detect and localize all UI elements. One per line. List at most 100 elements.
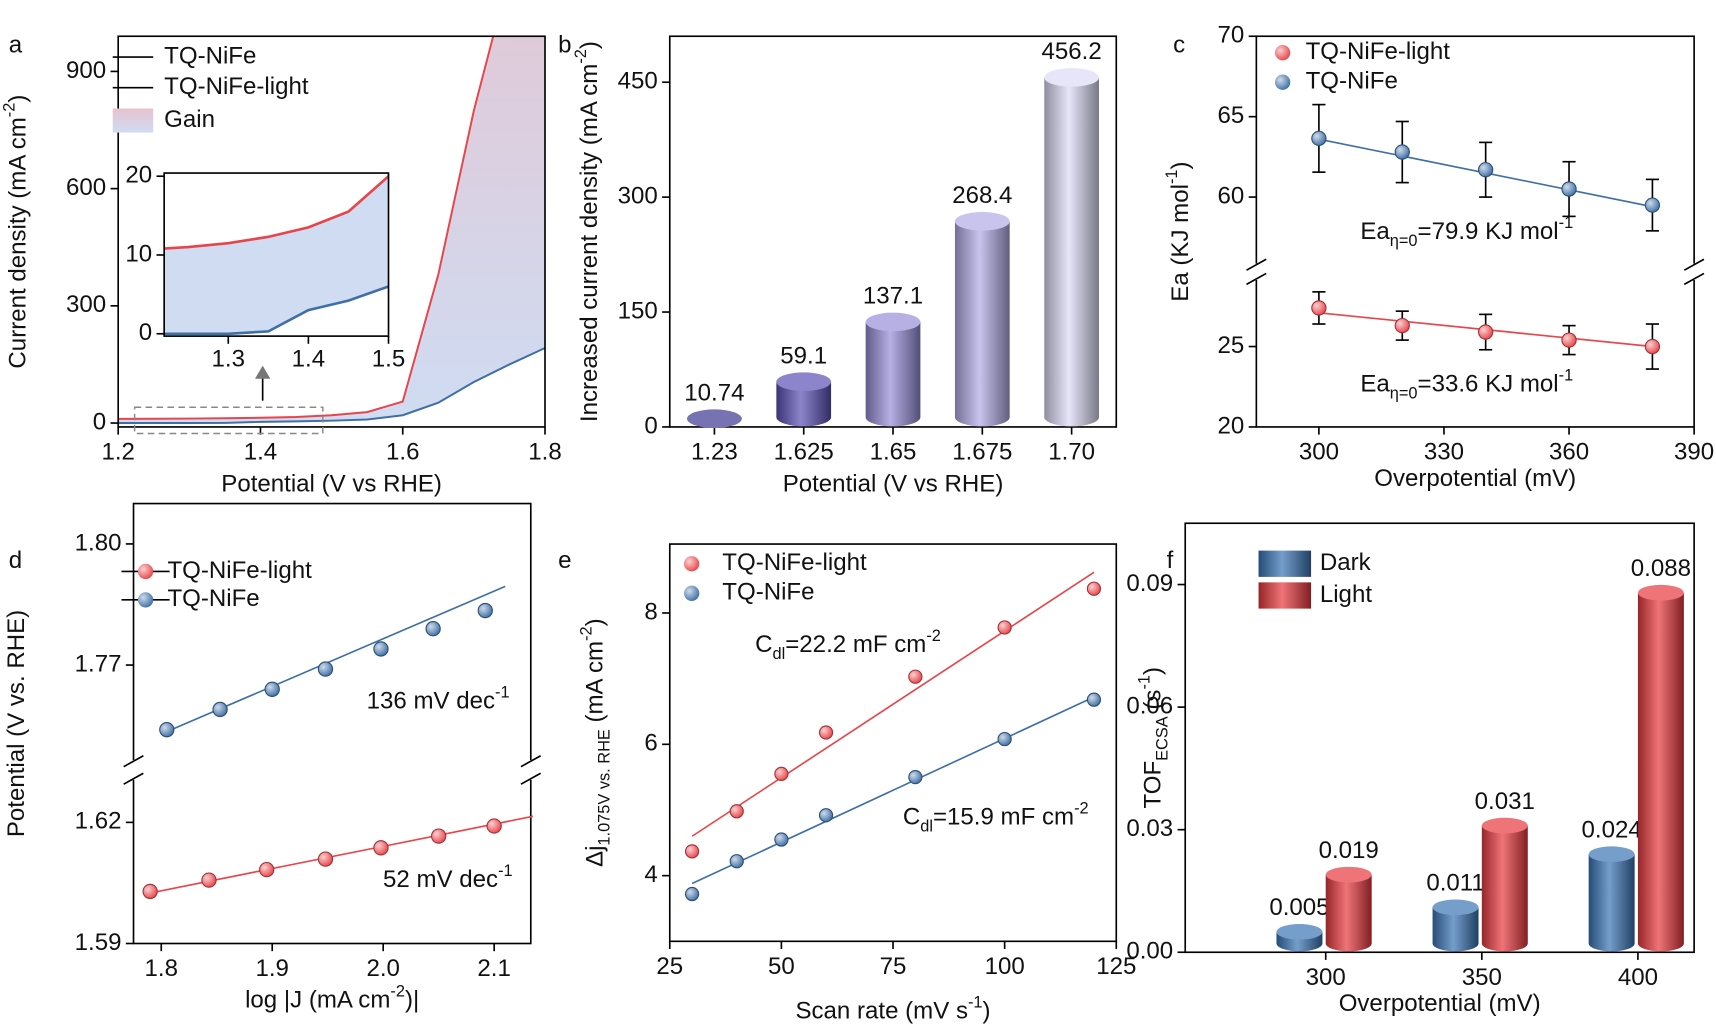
annotation: Cdl=15.9 mF cm-2 bbox=[903, 800, 1089, 836]
y-tick-label: 0.00 bbox=[1126, 938, 1173, 965]
value-label: 0.031 bbox=[1475, 788, 1535, 815]
legend-label: TQ-NiFe-light bbox=[164, 73, 309, 100]
data-point bbox=[1311, 130, 1327, 147]
y-axis-label-part: -1 bbox=[1136, 675, 1154, 690]
annotation-part: =15.9 mF cm bbox=[933, 804, 1074, 831]
bar-top bbox=[1432, 899, 1479, 916]
x-tick-label: 75 bbox=[880, 953, 907, 980]
y-tick-label: 65 bbox=[1218, 102, 1245, 129]
y-tick-label: 8 bbox=[644, 598, 657, 625]
x-tick-label: 25 bbox=[656, 953, 683, 980]
x-axis-label: Overpotential (mV) bbox=[1339, 990, 1541, 1017]
bar-top bbox=[1325, 866, 1372, 883]
annotation-part: 52 mV dec bbox=[383, 866, 498, 893]
series-line bbox=[164, 173, 389, 250]
y-axis-label-part: -2 bbox=[578, 626, 596, 641]
annotation: Eaη=0=33.6 KJ mol-1 bbox=[1360, 367, 1573, 403]
annotation: 52 mV dec-1 bbox=[383, 862, 513, 893]
y-axis-label-part: (s bbox=[1140, 690, 1167, 717]
bar bbox=[954, 221, 1010, 427]
data-point bbox=[431, 828, 447, 844]
plot-frame bbox=[132, 502, 532, 945]
bar-top bbox=[1588, 846, 1635, 863]
x-tick-label: 2.1 bbox=[477, 955, 510, 982]
annotation-part: -1 bbox=[1559, 215, 1574, 233]
data-point bbox=[908, 770, 923, 785]
value-label: 0.088 bbox=[1631, 555, 1691, 582]
y-axis-label-part: ) bbox=[1140, 667, 1167, 675]
bar bbox=[1325, 874, 1372, 952]
y-axis-label: Ea (KJ mol-1) bbox=[1163, 161, 1194, 301]
axis-break-gap bbox=[1251, 263, 1261, 281]
x-axis-label-part: log |J (mA cm bbox=[245, 987, 390, 1014]
value-label: 137.1 bbox=[863, 283, 923, 310]
value-label: 268.4 bbox=[952, 182, 1012, 209]
x-axis-label-part: Scan rate (mV s bbox=[795, 998, 968, 1025]
annotation-part: -1 bbox=[495, 684, 510, 702]
bar bbox=[865, 321, 921, 427]
data-point bbox=[1311, 300, 1327, 316]
y-axis-label-part: ECSA bbox=[1154, 716, 1172, 761]
data-point bbox=[486, 818, 502, 834]
annotation-part: -2 bbox=[1074, 800, 1089, 818]
x-tick-label: 1.3 bbox=[212, 346, 245, 373]
y-axis-label-part: Current density (mA cm bbox=[5, 117, 32, 368]
y-tick-label: 60 bbox=[1218, 182, 1245, 209]
y-tick-label: 0 bbox=[139, 319, 152, 346]
y-tick-label: 4 bbox=[644, 861, 657, 888]
legend-label: Dark bbox=[1320, 549, 1372, 576]
axis-break-mark bbox=[1246, 272, 1267, 286]
y-axis-label-part: Increased current density (mA cm bbox=[576, 64, 603, 422]
x-axis-label: Overpotential (mV) bbox=[1374, 465, 1576, 492]
annotation: 136 mV dec-1 bbox=[367, 684, 510, 715]
y-tick-label: 300 bbox=[66, 291, 106, 318]
value-label: 0.024 bbox=[1582, 816, 1642, 843]
data-point bbox=[818, 808, 834, 823]
data-point bbox=[1477, 324, 1494, 340]
x-tick-label: 100 bbox=[985, 953, 1025, 980]
value-label: 0.019 bbox=[1319, 837, 1379, 864]
x-tick-label: 1.9 bbox=[255, 955, 288, 982]
annotation-part: η=0 bbox=[1390, 233, 1418, 251]
y-tick-label: 1.62 bbox=[75, 808, 122, 835]
series-line bbox=[118, 36, 495, 420]
annotation-part: Ea bbox=[1360, 219, 1390, 246]
axis-break-mark bbox=[1246, 258, 1267, 271]
y-axis-label: Potential (V vs. RHE) bbox=[3, 610, 30, 837]
axis-break-mark bbox=[1683, 272, 1705, 286]
y-axis-label-part: ) bbox=[582, 618, 609, 626]
y-tick-label: 900 bbox=[66, 57, 106, 84]
annotation-part: dl bbox=[920, 818, 933, 836]
y-tick-label: 0 bbox=[93, 408, 106, 435]
axis-break-gap bbox=[1689, 263, 1699, 281]
annotation-part: -1 bbox=[1559, 367, 1574, 385]
legend-marker bbox=[137, 563, 154, 580]
x-tick-label: 360 bbox=[1549, 439, 1589, 466]
legend-swatch bbox=[112, 108, 154, 133]
data-point bbox=[142, 883, 158, 900]
x-tick-label: 300 bbox=[1299, 439, 1339, 466]
data-point bbox=[1086, 692, 1102, 707]
bar bbox=[776, 381, 832, 427]
y-tick-label: 1.77 bbox=[75, 650, 122, 677]
annotation-part: dl bbox=[773, 645, 786, 663]
y-tick-label: 1.59 bbox=[75, 929, 122, 956]
annotation: Cdl=22.2 mF cm-2 bbox=[755, 627, 941, 663]
y-axis-label-part: Ea (KJ mol bbox=[1167, 184, 1194, 302]
y-tick-label: 600 bbox=[66, 174, 106, 201]
annotation: Eaη=0=79.9 KJ mol-1 bbox=[1360, 215, 1573, 251]
x-tick-label: 1.4 bbox=[244, 439, 277, 466]
data-point bbox=[997, 731, 1012, 747]
data-point bbox=[729, 804, 744, 819]
legend-marker bbox=[137, 592, 154, 608]
plot-frame bbox=[117, 35, 546, 428]
data-point bbox=[908, 669, 923, 684]
y-tick-label: 1.80 bbox=[75, 529, 122, 556]
data-point bbox=[1561, 181, 1577, 197]
axis-break-mark bbox=[520, 755, 542, 768]
y-tick-label: 0.06 bbox=[1126, 692, 1173, 719]
x-axis-label-part: ) bbox=[983, 998, 991, 1025]
data-point bbox=[212, 701, 228, 718]
